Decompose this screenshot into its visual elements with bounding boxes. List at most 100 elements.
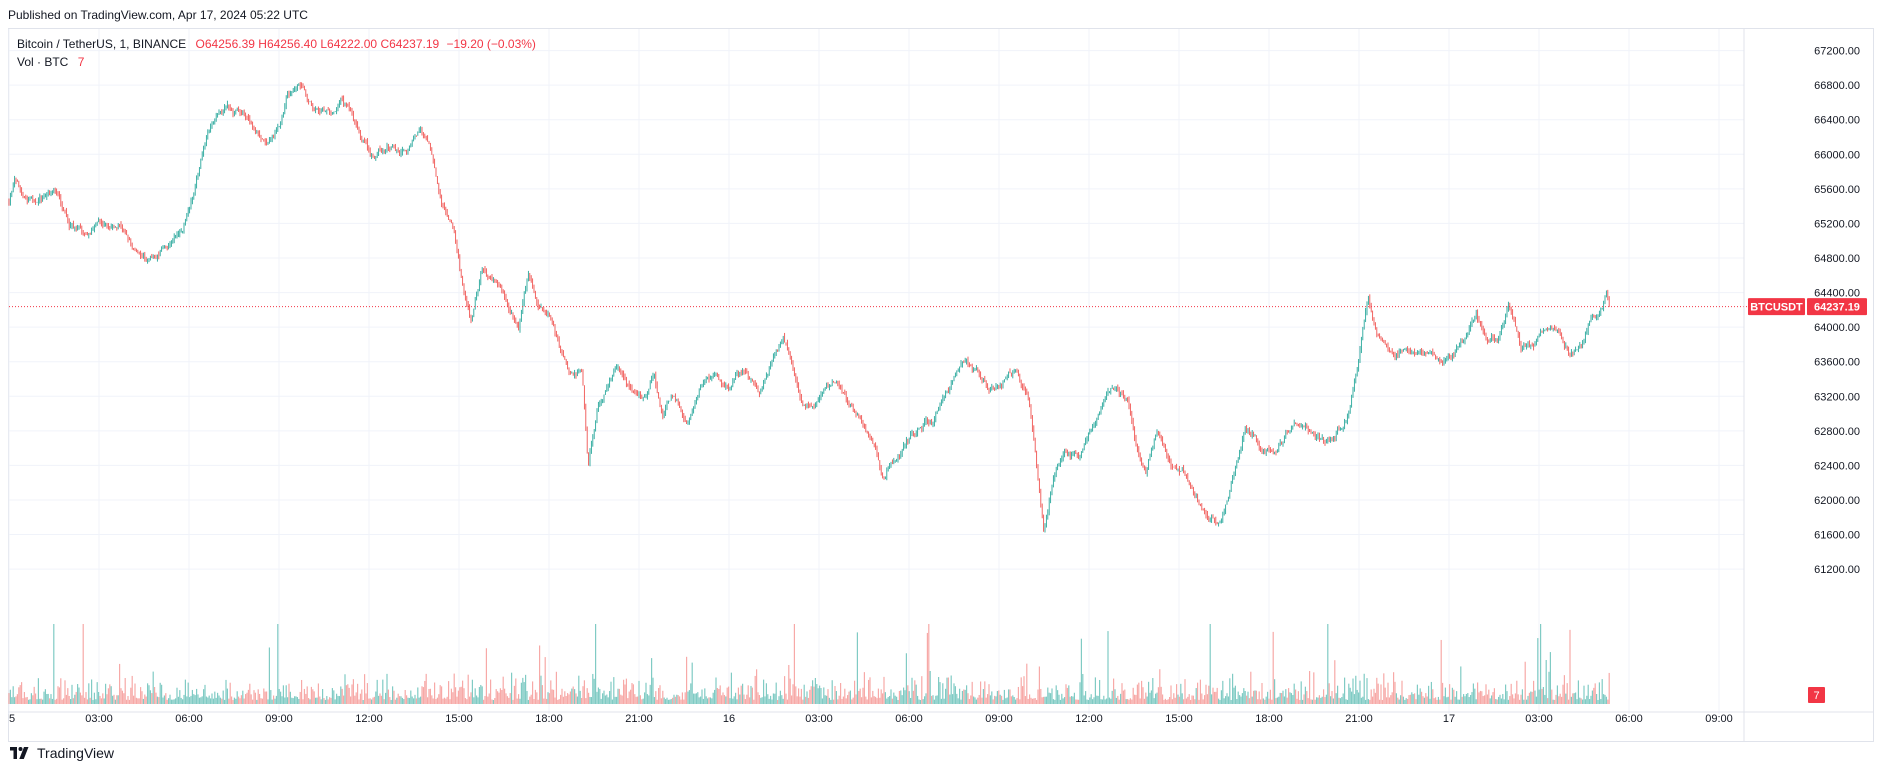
volume-bar xyxy=(21,682,23,704)
volume-bar xyxy=(369,698,371,704)
volume-bar xyxy=(267,699,269,704)
volume-bar xyxy=(1514,693,1516,704)
volume-bar xyxy=(1131,699,1133,704)
volume-bar xyxy=(616,696,618,704)
volume-bar xyxy=(670,698,672,704)
volume-bar xyxy=(212,698,214,704)
volume-bar xyxy=(1288,688,1290,704)
volume-bar xyxy=(498,692,500,704)
y-tick-label: 62000.00 xyxy=(1814,495,1860,507)
y-tick-label: 66000.00 xyxy=(1814,149,1860,161)
footer-brand[interactable]: TradingView xyxy=(10,741,114,765)
volume-bar xyxy=(1050,693,1052,704)
volume-bar xyxy=(1535,696,1537,704)
volume-bar xyxy=(656,699,658,704)
volume-bar xyxy=(1205,684,1207,704)
volume-bar xyxy=(466,699,468,704)
volume-bar xyxy=(184,679,186,704)
price-axis[interactable]: 61200.00 61600.00 62000.00 62400.00 62800.00… xyxy=(1743,28,1860,742)
volume-bar xyxy=(1061,693,1063,704)
volume-bar xyxy=(576,696,578,704)
volume-bar xyxy=(1341,697,1343,704)
time-axis[interactable]: 5 03:00 06:00 09:00 12:00 15:00 18:00 21:00 16 03… xyxy=(8,711,1874,725)
volume-bar xyxy=(649,684,651,704)
volume-bar xyxy=(224,699,226,704)
volume-bar xyxy=(438,694,440,704)
volume-bar xyxy=(1255,690,1257,704)
volume-bar xyxy=(1398,699,1400,704)
volume-bar xyxy=(957,698,959,704)
volume-bar xyxy=(1591,690,1593,704)
volume-bar xyxy=(655,691,657,704)
volume-bar xyxy=(1239,695,1241,704)
volume-bar xyxy=(726,687,728,704)
legend-symbol[interactable]: Bitcoin / TetherUS, 1, BINANCE xyxy=(17,37,187,51)
volume-bar xyxy=(56,698,58,704)
volume-bar xyxy=(44,689,46,704)
volume-bar xyxy=(1519,699,1521,704)
volume-bar xyxy=(1036,699,1038,704)
volume-bar xyxy=(1160,686,1162,704)
volume-bar xyxy=(485,648,487,704)
volume-bar xyxy=(945,688,947,704)
volume-bar xyxy=(65,694,67,704)
volume-bar xyxy=(1374,692,1376,704)
volume-bar xyxy=(271,699,273,704)
volume-bar xyxy=(964,689,966,704)
volume-bar xyxy=(1367,699,1369,704)
volume-bar xyxy=(427,697,429,704)
volume-bars xyxy=(8,624,1610,704)
volume-bar xyxy=(1547,698,1549,704)
volume-bar xyxy=(298,698,300,704)
volume-bar xyxy=(266,691,268,704)
volume-bar xyxy=(130,687,132,704)
volume-bar xyxy=(123,693,125,704)
volume-bar xyxy=(273,695,275,704)
volume-bar xyxy=(305,693,307,704)
volume-bar xyxy=(1295,689,1297,704)
volume-bar xyxy=(557,699,559,704)
volume-bar xyxy=(1251,696,1253,704)
x-tick-label: 06:00 xyxy=(1615,713,1643,725)
volume-bar xyxy=(525,674,527,704)
volume-bar xyxy=(1587,684,1589,704)
volume-bar xyxy=(1327,624,1329,704)
volume-bar xyxy=(1570,696,1572,704)
volume-bar xyxy=(968,698,970,704)
volume-bar xyxy=(1337,685,1339,704)
volume-bar xyxy=(690,683,692,704)
volume-bar xyxy=(730,672,732,704)
volume-bar xyxy=(91,679,93,704)
volume-bar xyxy=(837,699,839,704)
volume-bar xyxy=(613,677,615,704)
volume-bar xyxy=(1576,699,1578,704)
volume-bar xyxy=(754,675,756,704)
volume-bar xyxy=(1349,687,1351,704)
volume-bar xyxy=(949,694,951,704)
volume-bar xyxy=(1468,697,1470,704)
volume-bar xyxy=(1022,686,1024,704)
volume-bar xyxy=(1113,678,1115,704)
volume-bar xyxy=(1467,693,1469,704)
volume-bar xyxy=(856,632,858,704)
volume-bar xyxy=(547,692,549,704)
volume-bar xyxy=(756,669,758,704)
grid-lines xyxy=(8,29,1744,714)
volume-bar xyxy=(1358,692,1360,704)
volume-bar xyxy=(632,684,634,704)
volume-bar xyxy=(1486,694,1488,704)
volume-bar xyxy=(1282,690,1284,704)
volume-bar xyxy=(1100,699,1102,704)
volume-bar xyxy=(623,679,625,704)
volume-bar xyxy=(203,689,205,704)
volume-bar xyxy=(1031,698,1033,704)
volume-bar xyxy=(1551,689,1553,704)
volume-bar xyxy=(242,690,244,704)
volume-bar xyxy=(453,673,455,704)
volume-label[interactable]: Vol · BTC xyxy=(17,55,69,69)
volume-bar xyxy=(1099,679,1101,704)
volume-bar xyxy=(1325,694,1327,704)
volume-bar xyxy=(338,696,340,704)
volume-bar xyxy=(287,697,289,704)
